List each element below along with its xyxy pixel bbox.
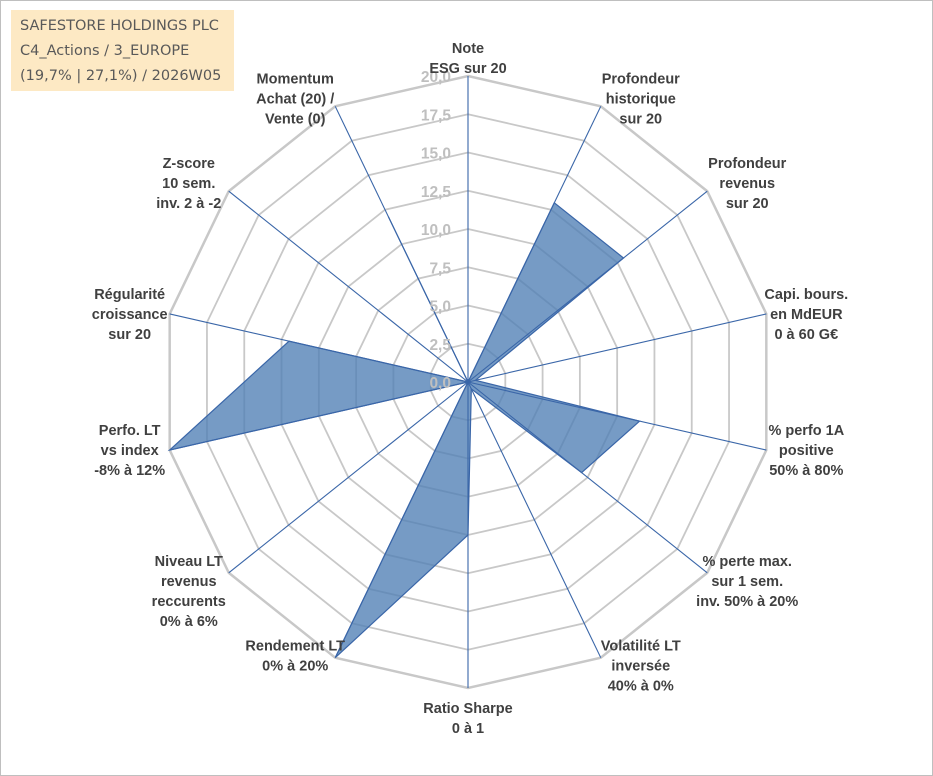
axis-spoke-3 bbox=[467, 313, 767, 383]
axis-label-8: Rendement LT 0% à 20% bbox=[245, 639, 345, 675]
tick-label: 15,0 bbox=[421, 146, 451, 163]
axis-spoke-11 bbox=[169, 313, 469, 383]
axis-label-2: Profondeur revenus sur 20 bbox=[708, 156, 786, 212]
axis-layer bbox=[169, 76, 767, 688]
axis-label-10: Perfo. LT vs index -8% à 12% bbox=[94, 423, 165, 479]
axis-spoke-1 bbox=[467, 106, 602, 383]
label-layer: Note ESG sur 20 Profondeur historique sur 20… bbox=[92, 41, 848, 737]
axis-spoke-10 bbox=[169, 381, 469, 451]
tick-label: 20,0 bbox=[421, 69, 451, 86]
axis-label-5: % perte max. sur 1 sem. inv. 50% à 20% bbox=[696, 554, 798, 610]
axis-label-13: Momentum Achat (20) / Vente (0) bbox=[256, 71, 334, 127]
stats-label: (19,7% | 27,1%) / 2026W05 bbox=[20, 68, 222, 84]
series-layer bbox=[167, 201, 641, 659]
axis-spoke-9 bbox=[228, 381, 469, 574]
axis-label-1: Profondeur historique sur 20 bbox=[602, 71, 680, 127]
series-area bbox=[167, 201, 641, 659]
tick-label: 12,5 bbox=[421, 184, 452, 201]
tick-label: 17,5 bbox=[421, 107, 452, 124]
axis-spoke-6 bbox=[467, 381, 602, 658]
tick-label: 0,0 bbox=[429, 375, 451, 392]
axis-spoke-8 bbox=[334, 381, 469, 658]
tick-label: 2,5 bbox=[429, 337, 451, 354]
axis-label-3: Capi. bours. en MdEUR 0 à 60 G€ bbox=[764, 287, 848, 343]
info-box: SAFESTORE HOLDINGS PLC C4_Actions / 3_EU… bbox=[11, 10, 234, 91]
tick-layer: 0,0 2,5 5,0 7,5 10,0 12,5 15,0 17,5 20,0 bbox=[421, 69, 452, 392]
axis-label-6: Volatilité LT inversée 40% à 0% bbox=[601, 639, 681, 695]
axis-spoke-12 bbox=[228, 190, 469, 383]
tick-label: 10,0 bbox=[421, 222, 451, 239]
axis-label-4: % perfo 1A positive 50% à 80% bbox=[768, 423, 844, 479]
axis-spoke-5 bbox=[467, 381, 708, 574]
axis-spoke-13 bbox=[334, 106, 469, 383]
axis-label-11: Régularité croissance sur 20 bbox=[92, 287, 168, 343]
axis-spoke-2 bbox=[467, 190, 708, 383]
axis-label-9: Niveau LT revenus reccurents 0% à 6% bbox=[152, 554, 226, 630]
axis-spoke-4 bbox=[467, 381, 767, 451]
axis-label-0: Note ESG sur 20 bbox=[429, 41, 506, 77]
company-name: SAFESTORE HOLDINGS PLC bbox=[20, 18, 219, 34]
category-label: C4_Actions / 3_EUROPE bbox=[20, 43, 190, 59]
tick-label: 5,0 bbox=[429, 299, 451, 316]
axis-label-7: Ratio Sharpe 0 à 1 bbox=[423, 701, 512, 737]
axis-label-12: Z-score 10 sem. inv. 2 à -2 bbox=[156, 156, 221, 212]
tick-label: 7,5 bbox=[429, 260, 451, 277]
